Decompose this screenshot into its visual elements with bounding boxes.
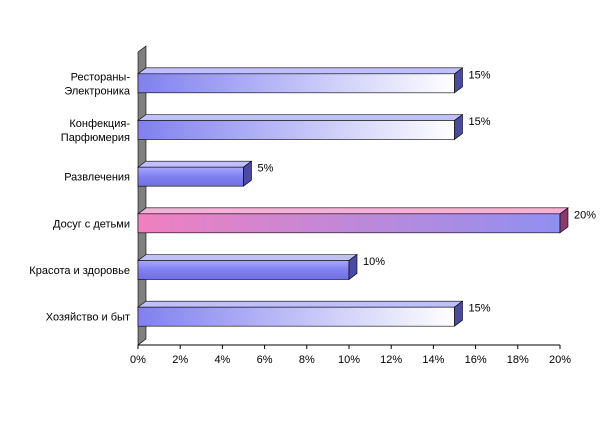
category-label-line: Досуг с детьми [53, 218, 130, 230]
x-tick-label: 8% [299, 354, 315, 366]
data-label: 10% [363, 256, 385, 268]
bar-side-face [454, 67, 463, 94]
category-label-line: Рестораны- [71, 71, 131, 83]
x-tick-label: 6% [257, 354, 273, 366]
data-labels: 15% 15% 5% 20% 10% 15% [258, 69, 597, 314]
bar-top-face [137, 300, 464, 308]
bar-front-face [137, 306, 455, 327]
data-label: 20% [574, 209, 596, 221]
bar-side-face [454, 300, 463, 327]
category-label-line: Электроника [64, 85, 131, 97]
bar-front-face [137, 166, 244, 187]
bar-top-face [137, 207, 569, 215]
bar-front-face [137, 260, 350, 280]
bar [137, 160, 253, 187]
category-label: Досуг с детьми [53, 218, 130, 230]
bar-top-face [137, 254, 358, 261]
category-label-line: Конфекция- [69, 118, 130, 130]
bar-front-face [137, 213, 561, 234]
data-label: 5% [258, 163, 274, 175]
x-tick-label: 2% [172, 354, 188, 366]
bar-side-face [243, 160, 252, 187]
category-label-line: Хозяйство и быт [46, 312, 130, 324]
bar [137, 113, 464, 141]
bar-top-face [137, 67, 464, 75]
x-tick-label: 18% [507, 354, 529, 366]
bar [137, 253, 358, 281]
category-label-line: Парфюмерия [61, 132, 130, 144]
category-label: Хозяйство и быт [46, 312, 130, 324]
bar [137, 67, 464, 94]
category-label: Красота и здоровье [29, 265, 130, 277]
bar-front-face [137, 73, 455, 94]
data-label: 15% [469, 69, 491, 81]
x-tick-label: 20% [549, 354, 571, 366]
category-label: Конфекция- Парфюмерия [61, 118, 131, 144]
x-tick-label: 0% [130, 354, 146, 366]
bar-top-face [137, 114, 464, 121]
data-label: 15% [469, 116, 491, 128]
x-axis: 0% 2% 4% 6% 8% 10% 12% 14% 16% 18% 20% [130, 344, 571, 366]
bar-side-face [454, 113, 463, 141]
x-tick-label: 14% [422, 354, 444, 366]
category-label-line: Красота и здоровье [29, 265, 130, 277]
category-label-line: Развлечения [64, 172, 130, 184]
bar-front-face [137, 120, 455, 140]
x-tick-label: 12% [380, 354, 402, 366]
bar-top-face [137, 160, 253, 168]
bar-side-face [348, 253, 358, 281]
data-label: 15% [469, 303, 491, 315]
category-labels: Рестораны- Электроника Конфекция- Парфюмери… [29, 71, 131, 323]
bar [137, 207, 569, 234]
bar-side-face [559, 207, 569, 234]
bars-group [137, 67, 569, 327]
x-tick-label: 16% [465, 354, 487, 366]
category-label: Рестораны- Электроника [64, 71, 131, 97]
category-label: Развлечения [64, 172, 130, 184]
x-tick-label: 4% [214, 354, 230, 366]
x-tick-label: 10% [338, 354, 360, 366]
bar [137, 300, 464, 327]
